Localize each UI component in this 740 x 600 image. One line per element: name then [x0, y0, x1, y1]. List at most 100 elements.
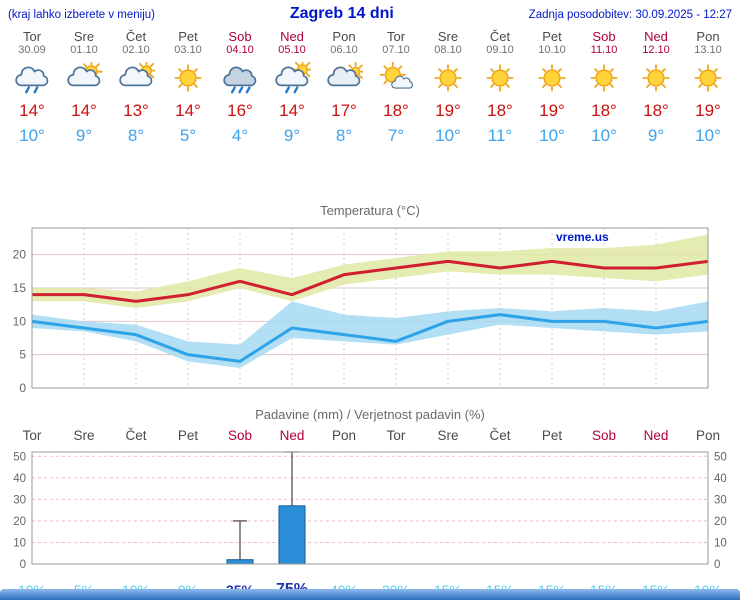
precip-day-label: Tor [386, 428, 406, 443]
day-column-sob-04.10[interactable]: Sob 04.10 16° 4° [214, 25, 266, 147]
max-temperature: 14° [71, 101, 97, 120]
location-menu-hint: (kraj lahko izberete v meniju) [8, 9, 156, 21]
max-temperature-line [32, 259, 709, 303]
temperature-chart: 0 5 10 15 20 vreme.us [13, 227, 709, 395]
day-name: Tor [386, 29, 406, 44]
day-date: 12.10 [642, 44, 670, 56]
partly-cloudy-icon [58, 61, 110, 95]
precip-bar [226, 559, 254, 565]
svg-text:40: 40 [13, 473, 26, 485]
day-date: 02.10 [122, 44, 150, 56]
svg-text:40: 40 [714, 473, 727, 485]
day-date: 09.10 [486, 44, 514, 56]
svg-text:20: 20 [13, 516, 26, 528]
day-column-tor-07.10[interactable]: Tor 07.10 18° 7° [370, 25, 422, 147]
min-temperature: 10° [435, 126, 461, 145]
max-temperature: 18° [487, 101, 513, 120]
day-name: Ned [644, 29, 668, 44]
day-column-tor-30.09[interactable]: Tor 30.09 14° 10° [6, 25, 58, 147]
precipitation-chart-title: Padavine (mm) / Verjetnost padavin (%) [255, 407, 485, 422]
day-column-pet-03.10[interactable]: Pet 03.10 14° 5° [162, 25, 214, 147]
min-temperature: 8° [127, 126, 145, 145]
page-title: Zagreb 14 dni [289, 5, 394, 22]
min-temperature-line [31, 313, 709, 363]
day-date: 07.10 [382, 44, 410, 56]
max-temperature: 17° [331, 101, 357, 120]
mostly-sunny-icon [370, 61, 422, 95]
day-name: Sob [228, 29, 252, 44]
cloudy-icon [318, 61, 370, 95]
sunny-icon [474, 61, 526, 95]
min-temperature: 5° [179, 126, 197, 145]
max-temperature: 19° [435, 101, 461, 120]
day-date: 08.10 [434, 44, 462, 56]
day-name: Sre [73, 29, 95, 44]
day-column-ned-05.10[interactable]: Ned 05.10 14° 9° [266, 25, 318, 147]
day-column-čet-02.10[interactable]: Čet 02.10 13° 8° [110, 25, 162, 147]
min-temperature: 9° [647, 126, 665, 145]
header-bar: (kraj lahko izberete v meniju) Zagreb 14… [0, 0, 740, 25]
day-column-pon-06.10[interactable]: Pon 06.10 17° 8° [318, 25, 370, 147]
day-name: Ned [280, 29, 304, 44]
min-temperature: 10° [539, 126, 565, 145]
min-temperature: 8° [335, 126, 353, 145]
day-column-pon-13.10[interactable]: Pon 13.10 19° 10° [682, 25, 734, 147]
day-column-sre-08.10[interactable]: Sre 08.10 19° 10° [422, 25, 474, 147]
min-temperature: 9° [283, 126, 301, 145]
precip-day-label: Pon [331, 428, 357, 443]
precip-day-label: Sre [437, 428, 459, 443]
day-column-čet-09.10[interactable]: Čet 09.10 18° 11° [474, 25, 526, 147]
y-axis-labels: 0 5 10 15 20 [13, 248, 27, 395]
max-temperature: 19° [695, 101, 721, 120]
max-temperature: 14° [19, 101, 45, 120]
precip-day-label: Ned [279, 428, 305, 443]
day-column-pet-10.10[interactable]: Pet 10.10 19° 10° [526, 25, 578, 147]
max-temperature: 18° [383, 101, 409, 120]
day-date: 03.10 [174, 44, 202, 56]
svg-text:30: 30 [13, 494, 26, 506]
min-temperature: 9° [75, 126, 93, 145]
max-temperature: 14° [175, 101, 201, 120]
precip-day-label: Tor [22, 428, 42, 443]
min-temperature-band [32, 301, 708, 368]
day-date: 05.10 [278, 44, 306, 56]
precip-day-label: Pet [177, 428, 199, 443]
last-update-timestamp: Zadnja posodobitev: 30.09.2025 - 12:27 [528, 9, 732, 21]
temperature-chart-block: Temperatura (°C) 0 5 10 15 20 vreme.us [0, 203, 740, 397]
heavy-rain-icon [214, 61, 266, 95]
max-temperature: 14° [279, 101, 305, 120]
mostly-cloudy-icon [110, 61, 162, 95]
day-column-sob-11.10[interactable]: Sob 11.10 18° 10° [578, 25, 630, 147]
svg-text:20: 20 [13, 248, 27, 262]
rain-icon [6, 61, 58, 95]
sunny-icon [578, 61, 630, 95]
svg-text:0: 0 [19, 381, 26, 395]
min-temperature: 10° [19, 126, 45, 145]
sunny-icon [526, 61, 578, 95]
min-temperature: 10° [591, 126, 617, 145]
precipitation-day-labels: Tor Sre Čet Pet Sob Ned Pon Tor Sre Čet Pet Sob Ned P… [0, 426, 740, 446]
day-column-sre-01.10[interactable]: Sre 01.10 14° 9° [58, 25, 110, 147]
min-temperature: 11° [487, 126, 513, 145]
sunny-icon [422, 61, 474, 95]
svg-text:0: 0 [714, 559, 720, 571]
day-name: Sre [437, 29, 459, 44]
max-temperature: 13° [123, 101, 149, 120]
svg-text:10: 10 [714, 537, 727, 549]
precip-day-label: Ned [643, 428, 669, 443]
plot-frame [31, 227, 709, 389]
precip-day-label: Sob [227, 428, 253, 443]
svg-text:10: 10 [13, 314, 27, 328]
day-date: 11.10 [590, 44, 618, 56]
day-date: 13.10 [694, 44, 722, 56]
svg-text:50: 50 [714, 451, 727, 463]
grid-lines [32, 455, 708, 543]
forecast-day-table: Tor 30.09 14° 10° Sre 01.10 14° 9° Čet 02.10 13° 8°… [0, 25, 740, 147]
svg-text:20: 20 [714, 516, 727, 528]
day-date: 01.10 [70, 44, 98, 56]
day-name: Čet [489, 29, 511, 44]
day-column-ned-12.10[interactable]: Ned 12.10 18° 9° [630, 25, 682, 147]
day-date: 10.10 [538, 44, 566, 56]
sunny-icon [162, 61, 214, 95]
